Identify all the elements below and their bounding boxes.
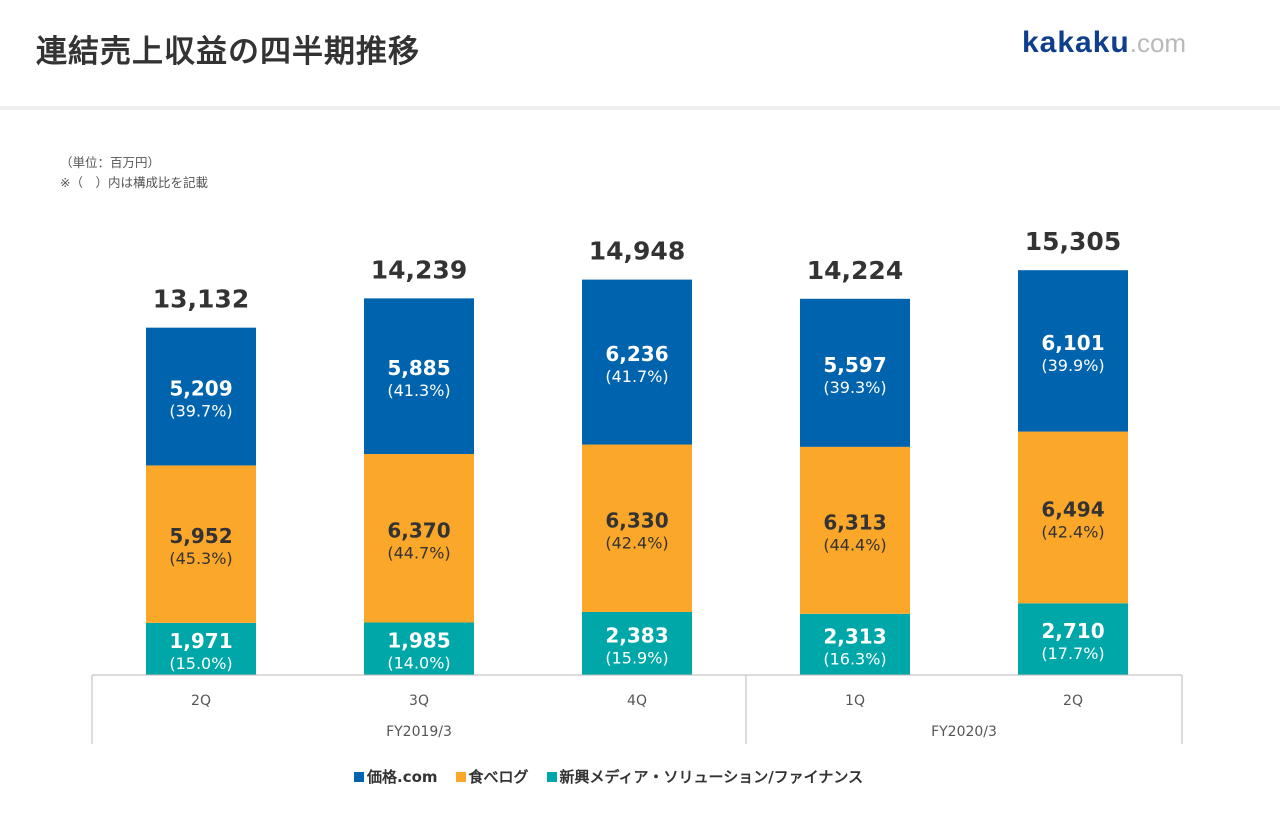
- logo-tld: .com: [1129, 28, 1187, 58]
- bar-segment-kakaku: [1018, 270, 1128, 432]
- bar-total-label: 13,132: [153, 285, 249, 314]
- legend-swatch-tabelog: [455, 771, 466, 782]
- segment-share-label: (39.7%): [169, 402, 232, 421]
- segment-value-label: 6,330: [605, 508, 668, 532]
- bar-total-label: 14,239: [371, 255, 467, 284]
- segment-share-label: (14.0%): [387, 654, 450, 673]
- segment-value-label: 2,313: [823, 624, 886, 648]
- segment-value-label: 5,885: [387, 356, 450, 380]
- legend-label-tabelog: 食べログ: [468, 768, 529, 786]
- legend-label-kakaku: 価格.com: [367, 768, 438, 786]
- segment-value-label: 6,236: [605, 342, 668, 366]
- segment-value-label: 6,370: [387, 518, 450, 542]
- segment-value-label: 2,383: [605, 623, 668, 647]
- bar-segment-kakaku: [364, 298, 474, 455]
- bar-segment-new-media: [582, 611, 692, 675]
- bar-segment-tabelog: [146, 465, 256, 623]
- segment-value-label: 5,952: [169, 524, 232, 548]
- unit-note: （単位：百万円）: [60, 155, 161, 170]
- segment-share-label: (44.7%): [387, 543, 450, 562]
- bar-segment-new-media: [1018, 603, 1128, 675]
- page-title: 連結売上収益の四半期推移: [36, 34, 420, 70]
- segment-value-label: 6,101: [1041, 331, 1104, 355]
- legend-item-kakaku: 価格.com: [354, 766, 438, 787]
- bar-total-label: 14,224: [807, 256, 903, 285]
- category-label: 2Q: [191, 693, 211, 709]
- kakaku-logo: kakaku.com: [1022, 26, 1186, 60]
- segment-value-label: 6,494: [1041, 497, 1104, 521]
- bar-segment-kakaku: [146, 327, 256, 466]
- segment-share-label: (45.3%): [169, 549, 232, 568]
- segment-share-label: (41.3%): [387, 381, 450, 400]
- bar-segment-new-media: [364, 622, 474, 675]
- bar-segment-new-media: [800, 613, 910, 675]
- segment-share-label: (15.0%): [169, 654, 232, 673]
- bar-segment-kakaku: [800, 298, 910, 447]
- composition-note: ※（ ）内は構成比を記載: [60, 175, 208, 190]
- bar-segment-tabelog: [364, 454, 474, 623]
- bar-segment-tabelog: [582, 444, 692, 612]
- bar-segment-tabelog: [1018, 431, 1128, 604]
- bar-segment-tabelog: [800, 446, 910, 614]
- segment-value-label: 5,209: [169, 377, 232, 401]
- segment-share-label: (15.9%): [605, 648, 668, 667]
- legend-swatch-new-media: [546, 771, 557, 782]
- bar-total-label: 14,948: [589, 237, 685, 266]
- category-label: 2Q: [1063, 693, 1083, 709]
- logo-brand: kakaku: [1022, 26, 1130, 59]
- segment-value-label: 6,313: [823, 510, 886, 534]
- segment-share-label: (39.9%): [1041, 356, 1104, 375]
- category-label: 3Q: [409, 693, 429, 709]
- chart-legend: 価格.com 食べログ 新興メディア・ソリューション/ファイナンス: [354, 766, 863, 787]
- group-label: FY2020/3: [931, 724, 997, 740]
- segment-share-label: (42.4%): [1041, 522, 1104, 541]
- segment-share-label: (17.7%): [1041, 644, 1104, 663]
- segment-value-label: 5,597: [823, 353, 886, 377]
- segment-value-label: 1,985: [387, 629, 450, 653]
- category-label: 1Q: [845, 693, 865, 709]
- header-divider: [0, 106, 1280, 110]
- bar-total-label: 15,305: [1025, 227, 1121, 256]
- segment-value-label: 2,710: [1041, 619, 1104, 643]
- legend-swatch-kakaku: [354, 771, 364, 782]
- legend-label-new-media: 新興メディア・ソリューション/ファイナンス: [559, 768, 864, 786]
- segment-share-label: (42.4%): [605, 533, 668, 552]
- segment-share-label: (16.3%): [823, 649, 886, 668]
- category-label: 4Q: [627, 693, 647, 709]
- segment-value-label: 1,971: [169, 629, 232, 653]
- legend-item-tabelog: 食べログ: [455, 766, 529, 787]
- group-label: FY2019/3: [386, 724, 452, 740]
- segment-share-label: (44.4%): [823, 535, 886, 554]
- bar-segment-kakaku: [582, 279, 692, 445]
- bar-segment-new-media: [146, 622, 256, 675]
- legend-item-new-media: 新興メディア・ソリューション/ファイナンス: [546, 766, 864, 787]
- segment-share-label: (39.3%): [823, 378, 886, 397]
- segment-share-label: (41.7%): [605, 367, 668, 386]
